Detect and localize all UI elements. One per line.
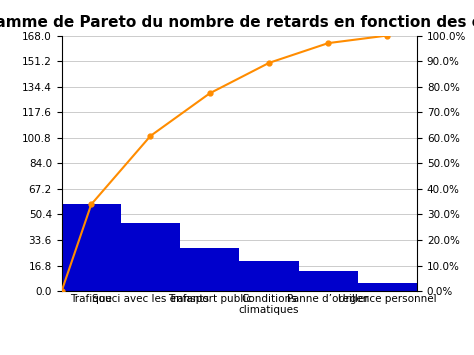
Bar xyxy=(239,261,299,291)
Bar xyxy=(180,248,239,291)
Bar xyxy=(299,271,358,291)
Bar xyxy=(121,223,180,291)
Bar xyxy=(62,204,121,291)
Title: Diagramme de Pareto du nombre de retards en fonction des causes: Diagramme de Pareto du nombre de retards… xyxy=(0,15,474,30)
Bar xyxy=(358,284,417,291)
